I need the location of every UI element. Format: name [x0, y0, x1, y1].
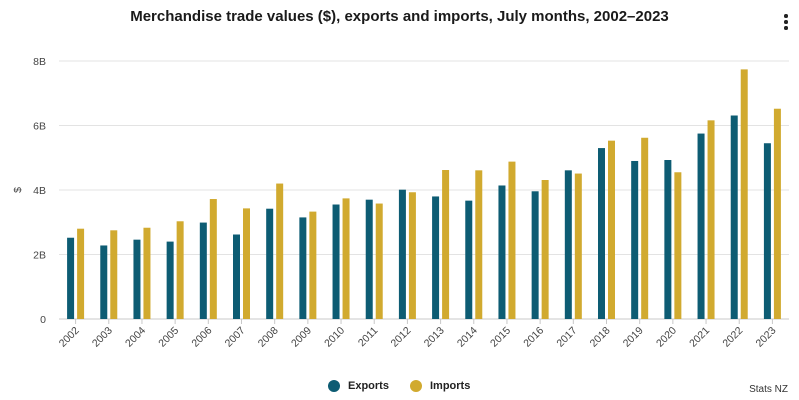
bar-exports-2020[interactable]: [664, 160, 672, 319]
legend-label-exports: Exports: [348, 380, 389, 392]
bar-imports-2021[interactable]: [707, 120, 715, 319]
bar-imports-2018[interactable]: [608, 140, 615, 319]
bar-exports-2015[interactable]: [498, 185, 506, 319]
bar-exports-2023[interactable]: [763, 143, 771, 319]
y-tick-label: 2B: [33, 250, 46, 262]
bar-imports-2013[interactable]: [442, 170, 450, 319]
bar-exports-2014[interactable]: [465, 200, 473, 319]
x-tick-label: 2009: [289, 325, 314, 350]
bar-exports-2022[interactable]: [730, 115, 738, 319]
bar-exports-2016[interactable]: [531, 191, 539, 319]
bar-imports-2020[interactable]: [674, 172, 682, 319]
more-vertical-icon[interactable]: [782, 12, 790, 32]
x-tick-label: 2014: [455, 325, 480, 350]
bar-exports-2013[interactable]: [432, 196, 440, 319]
bar-exports-2005[interactable]: [166, 241, 174, 319]
x-tick-label: 2018: [588, 325, 613, 350]
bar-exports-2012[interactable]: [398, 189, 406, 319]
bar-imports-2008[interactable]: [276, 183, 284, 319]
bar-exports-2017[interactable]: [564, 170, 572, 319]
legend-item-imports[interactable]: Imports: [410, 380, 470, 392]
y-axis-label: $: [12, 187, 24, 193]
x-tick-label: 2008: [256, 325, 281, 350]
bar-imports-2006[interactable]: [209, 199, 217, 319]
bar-imports-2007[interactable]: [243, 208, 250, 319]
bar-exports-2011[interactable]: [365, 199, 373, 319]
bar-imports-2019[interactable]: [641, 137, 649, 319]
x-tick-label: 2016: [521, 325, 546, 350]
x-tick-label: 2002: [57, 325, 82, 350]
x-tick-label: 2017: [554, 325, 579, 350]
y-tick-label: 0: [40, 314, 46, 326]
bar-exports-2010[interactable]: [332, 204, 340, 319]
x-tick-label: 2019: [621, 325, 646, 350]
legend-item-exports[interactable]: Exports: [328, 380, 389, 392]
bar-exports-2009[interactable]: [299, 217, 307, 319]
bar-imports-2023[interactable]: [773, 108, 781, 319]
bar-imports-2010[interactable]: [342, 198, 350, 319]
legend-label-imports: Imports: [430, 380, 471, 392]
x-tick-label: 2010: [322, 325, 347, 350]
x-tick-label: 2012: [389, 325, 414, 350]
legend: Exports Imports: [0, 380, 799, 398]
bar-imports-2012[interactable]: [408, 192, 416, 319]
bar-imports-2002[interactable]: [77, 228, 85, 319]
y-tick-label: 4B: [33, 185, 46, 197]
bar-exports-2006[interactable]: [199, 222, 207, 319]
x-tick-label: 2004: [123, 325, 148, 350]
x-tick-label: 2021: [687, 325, 712, 350]
chart-title: Merchandise trade values ($), exports an…: [130, 8, 669, 25]
bar-imports-2016[interactable]: [541, 180, 549, 319]
bar-imports-2005[interactable]: [176, 221, 184, 319]
bar-exports-2018[interactable]: [598, 148, 605, 319]
y-tick-label: 6B: [33, 121, 46, 133]
bar-imports-2015[interactable]: [508, 161, 516, 319]
bar-imports-2004[interactable]: [143, 227, 151, 319]
legend-marker-exports: [328, 380, 340, 392]
x-tick-label: 2011: [356, 325, 381, 350]
x-tick-label: 2020: [654, 325, 679, 350]
x-tick-label: 2023: [754, 325, 779, 350]
bar-imports-2014[interactable]: [475, 170, 483, 319]
x-tick-label: 2022: [720, 325, 745, 350]
x-tick-label: 2006: [189, 325, 214, 350]
bar-exports-2008[interactable]: [266, 208, 274, 319]
bar-imports-2009[interactable]: [309, 211, 317, 319]
bar-exports-2004[interactable]: [133, 239, 141, 319]
x-tick-label: 2007: [223, 325, 248, 350]
bar-imports-2022[interactable]: [740, 69, 748, 319]
x-tick-label: 2003: [90, 325, 115, 350]
bar-imports-2017[interactable]: [574, 173, 582, 319]
bar-exports-2021[interactable]: [697, 133, 705, 319]
bar-imports-2011[interactable]: [375, 203, 383, 319]
legend-marker-imports: [410, 380, 422, 392]
bar-exports-2007[interactable]: [233, 234, 240, 319]
bar-imports-2003[interactable]: [110, 230, 118, 319]
bar-exports-2002[interactable]: [67, 237, 75, 319]
x-tick-label: 2015: [488, 325, 513, 350]
source-credit: Stats NZ: [749, 384, 788, 395]
y-tick-label: 8B: [33, 56, 46, 68]
bar-exports-2019[interactable]: [631, 160, 639, 319]
x-tick-label: 2013: [422, 325, 447, 350]
bar-exports-2003[interactable]: [100, 245, 108, 319]
x-tick-label: 2005: [156, 325, 181, 350]
